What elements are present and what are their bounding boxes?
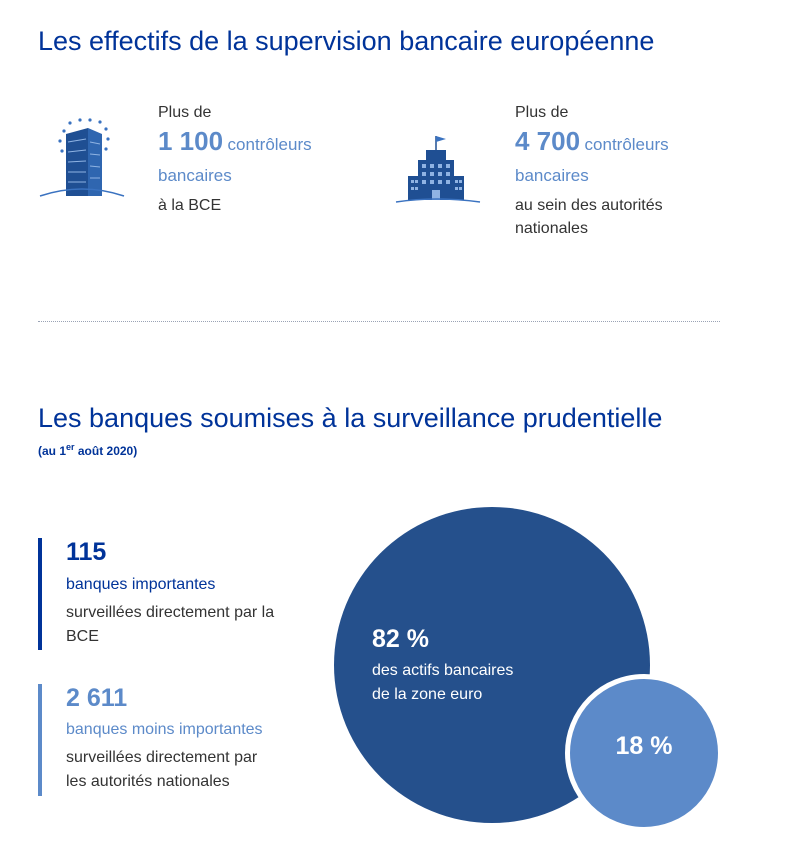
less-significant-bar <box>38 684 42 796</box>
ecb-unit-line2: bancaires <box>158 166 232 185</box>
national-suffix-line1: au sein des autorités <box>515 197 663 214</box>
national-unit-line1: contrôleurs <box>584 135 669 154</box>
ecb-suffix: à la BCE <box>158 197 222 214</box>
banks-date: (au 1er août 2020) <box>38 442 138 458</box>
national-count-line: 4 700 contrôleurs <box>515 126 669 157</box>
big-circle-line2: de la zone euro <box>372 686 483 703</box>
ecb-unit-line1: contrôleurs <box>227 135 312 154</box>
national-prefix: Plus de <box>515 104 569 121</box>
significant-bar <box>38 538 42 650</box>
significant-desc-line2: BCE <box>66 628 99 645</box>
national-building-icon <box>394 132 482 206</box>
small-circle-percent: 18 % <box>615 732 673 760</box>
workforce-title: Les effectifs de la supervision bancaire… <box>38 26 655 56</box>
banks-title: Les banques soumises à la surveillance p… <box>38 403 663 433</box>
ecb-number: 1 100 <box>158 126 224 156</box>
ecb-tower-icon <box>38 112 126 198</box>
ecb-count-line: 1 100 contrôleurs <box>158 126 312 157</box>
ecb-prefix: Plus de <box>158 104 212 121</box>
small-assets-circle <box>565 674 723 832</box>
significant-label: banques importantes <box>66 576 216 593</box>
less-significant-label: banques moins importantes <box>66 721 263 738</box>
big-circle-line1: des actifs bancaires <box>372 662 514 679</box>
less-significant-desc-line1: surveillées directement par <box>66 749 258 766</box>
significant-desc-line1: surveillées directement par la <box>66 604 275 621</box>
national-number: 4 700 <box>515 126 581 156</box>
section-divider <box>38 321 720 322</box>
significant-number: 115 <box>66 538 107 566</box>
big-circle-percent: 82 % <box>372 625 429 653</box>
less-significant-number: 2 611 <box>66 684 128 712</box>
national-unit-line2: bancaires <box>515 166 589 185</box>
less-significant-desc-line2: les autorités nationales <box>66 773 230 790</box>
national-suffix-line2: nationales <box>515 220 588 237</box>
